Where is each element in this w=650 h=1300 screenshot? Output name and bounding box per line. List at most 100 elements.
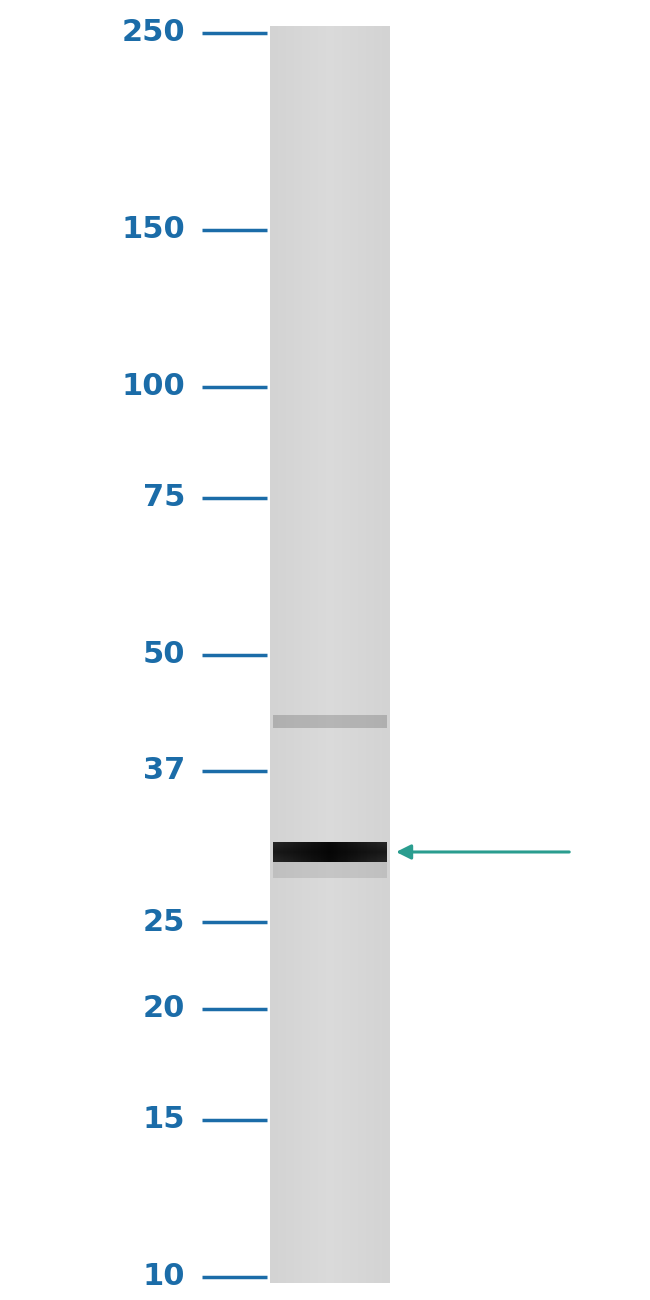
Bar [333,841,334,862]
Bar [317,841,318,862]
Bar [306,841,307,862]
Bar [307,841,309,862]
Bar [326,26,328,1283]
Bar [344,841,346,862]
Bar [376,841,377,862]
Bar [337,841,339,862]
Bar [324,26,326,1283]
Bar [297,841,298,862]
Bar [351,841,353,862]
Bar [354,26,356,1283]
Bar [309,841,310,862]
Bar [306,26,308,1283]
Bar [346,841,347,862]
Bar [298,841,300,862]
Bar [322,26,324,1283]
Text: 15: 15 [143,1105,185,1135]
Bar [284,26,286,1283]
Bar [332,26,334,1283]
Bar [342,26,344,1283]
Bar [338,26,340,1283]
Bar [308,26,310,1283]
Bar [339,841,340,862]
Bar [298,26,300,1283]
Bar [384,26,386,1283]
Bar [314,26,316,1283]
Bar [292,841,294,862]
Text: 50: 50 [143,640,185,670]
Bar [318,26,320,1283]
Bar [361,841,363,862]
Bar [312,26,314,1283]
Bar [273,715,387,728]
Bar [304,841,306,862]
Bar [290,26,292,1283]
Bar [320,26,322,1283]
Bar [291,841,292,862]
Bar [336,26,338,1283]
Bar [369,841,370,862]
Text: 10: 10 [143,1262,185,1291]
Bar [378,26,380,1283]
Bar [341,841,343,862]
Bar [281,841,283,862]
Text: 100: 100 [122,372,185,402]
Bar [356,26,358,1283]
Bar [350,841,351,862]
Text: 75: 75 [143,484,185,512]
Bar [374,841,376,862]
Bar [382,26,384,1283]
Bar [388,26,390,1283]
Bar [365,841,367,862]
Bar [347,841,348,862]
Text: 250: 250 [122,18,185,47]
Bar [273,861,387,878]
Bar [296,26,298,1283]
Bar [385,841,387,862]
Bar [366,26,368,1283]
Bar [364,26,366,1283]
Bar [328,841,330,862]
Bar [278,26,280,1283]
Bar [278,841,280,862]
Bar [294,26,296,1283]
Bar [270,26,272,1283]
Bar [380,841,382,862]
Bar [276,841,277,862]
Bar [370,841,371,862]
Bar [382,841,383,862]
Bar [384,841,385,862]
Bar [300,841,302,862]
Bar [330,26,332,1283]
Bar [374,26,376,1283]
Bar [286,26,288,1283]
Bar [272,26,274,1283]
Bar [302,841,303,862]
Bar [310,841,311,862]
Bar [284,841,285,862]
Bar [283,841,284,862]
Bar [330,841,332,862]
Bar [371,841,372,862]
Bar [294,841,296,862]
Bar [323,841,324,862]
Bar [364,841,365,862]
Bar [277,841,278,862]
Bar [281,26,284,1283]
Bar [362,26,364,1283]
Bar [303,841,304,862]
Text: 37: 37 [143,757,185,785]
Bar [370,26,372,1283]
Bar [378,841,380,862]
Bar [289,841,290,862]
Bar [300,26,302,1283]
Bar [358,26,360,1283]
Bar [276,26,278,1283]
Bar [348,841,350,862]
Bar [356,841,357,862]
Bar [287,841,289,862]
Bar [296,841,297,862]
Text: 20: 20 [143,994,185,1023]
Bar [328,26,330,1283]
Bar [360,26,362,1283]
